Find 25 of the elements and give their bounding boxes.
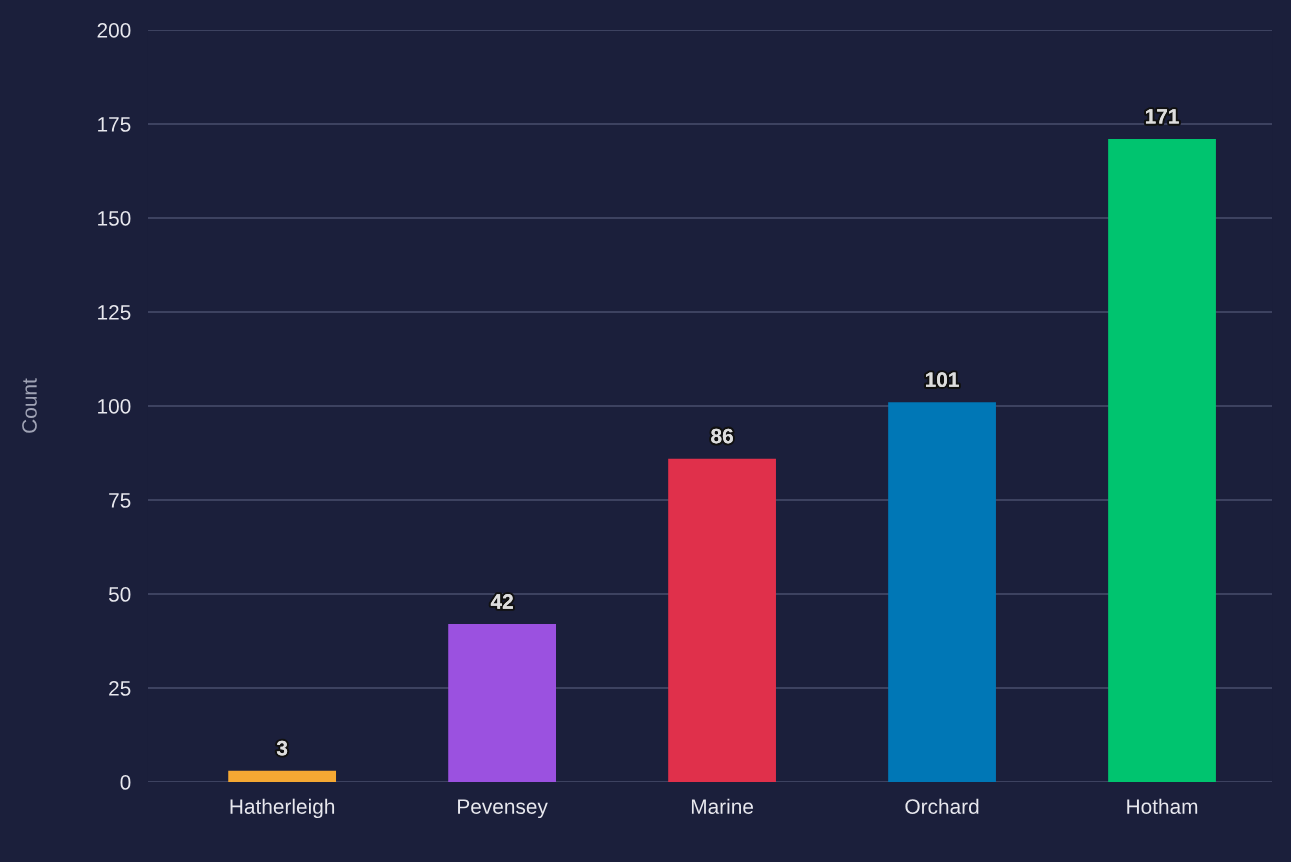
data-label: 171 [1145, 109, 1179, 124]
y-tick-label: 25 [109, 681, 131, 696]
x-tick-label: Orchard [905, 798, 979, 814]
x-tick-label: Pevensey [458, 799, 548, 819]
y-tick-label: 200 [97, 23, 131, 38]
x-tick-label: Hatherleigh [230, 798, 335, 819]
bar [228, 770, 337, 783]
y-tick-label: 150 [98, 211, 131, 226]
y-tick-label: 50 [108, 587, 131, 602]
y-axis-title: Count [22, 378, 37, 433]
bar [668, 458, 776, 783]
data-label: 42 [490, 594, 513, 609]
data-label: 86 [711, 428, 733, 444]
y-tick-label: 75 [109, 493, 131, 508]
bar [448, 624, 556, 783]
data-label: 3 [276, 740, 288, 756]
y-tick-label: 0 [120, 775, 131, 790]
data-label: 101 [925, 372, 959, 388]
y-tick-label: 125 [98, 305, 131, 320]
x-tick-label: Marine [691, 798, 753, 814]
bar [1108, 139, 1216, 783]
y-tick-label: 100 [98, 399, 131, 414]
x-tick-label: Hotham [1127, 798, 1198, 814]
y-tick-label: 175 [98, 117, 131, 132]
bar [888, 402, 996, 783]
